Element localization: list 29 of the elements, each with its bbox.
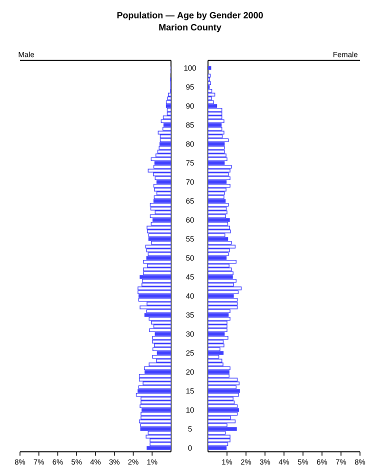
bar xyxy=(208,351,224,355)
text: Marion County xyxy=(159,24,222,32)
bar xyxy=(154,161,171,165)
bar xyxy=(152,218,171,222)
bar xyxy=(208,313,229,317)
bar xyxy=(208,408,239,412)
bar xyxy=(138,389,171,393)
bar xyxy=(160,142,171,146)
bar xyxy=(156,180,171,184)
bar xyxy=(146,256,171,260)
bar xyxy=(153,199,171,203)
bar xyxy=(208,446,227,450)
bar xyxy=(138,294,171,298)
bar xyxy=(208,275,233,279)
bar xyxy=(208,370,230,374)
bar xyxy=(208,389,240,393)
bar xyxy=(208,142,225,146)
bar xyxy=(208,199,226,203)
bar xyxy=(208,123,222,127)
bar xyxy=(142,408,171,412)
bar xyxy=(208,180,227,184)
bar xyxy=(144,313,171,317)
bar xyxy=(208,332,225,336)
bar xyxy=(163,123,171,127)
bar xyxy=(208,218,230,222)
bar xyxy=(140,427,171,431)
text: Population — Age by Gender 2000 xyxy=(117,12,263,20)
bar xyxy=(148,237,171,241)
bar xyxy=(208,427,237,431)
